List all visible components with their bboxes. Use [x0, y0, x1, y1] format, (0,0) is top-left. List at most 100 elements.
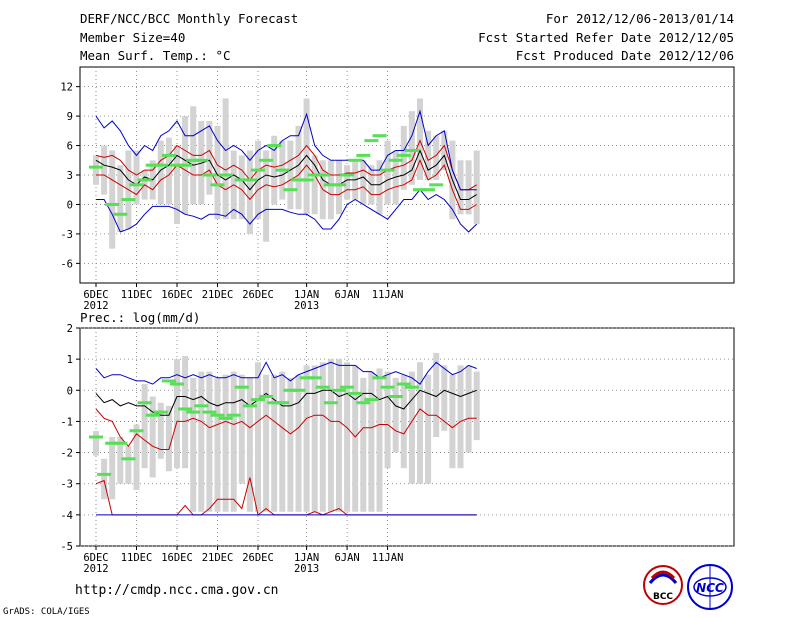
prec-ytick-label: 2	[67, 323, 73, 335]
temp-box-9	[165, 137, 172, 205]
temp-line-inner-upper	[95, 139, 477, 191]
prec-box-16	[222, 374, 229, 512]
temp-median-5	[129, 183, 144, 187]
prec-box-4	[125, 446, 132, 484]
prec-median-23	[275, 401, 290, 405]
temp-xtick-year: 2012	[83, 300, 108, 312]
prec-box-6	[141, 384, 148, 469]
prec-median-9	[161, 379, 176, 383]
temp-median-20	[251, 168, 265, 172]
prec-box-46	[465, 365, 472, 453]
temp-box-39	[408, 111, 415, 185]
temp-box-19	[246, 150, 253, 234]
temp-xtick-label: 26DEC	[242, 289, 274, 301]
temp-median-7	[145, 163, 160, 167]
prec-box-22	[271, 374, 278, 512]
temp-ytick-label: 0	[67, 199, 73, 211]
bcc-logo-text: BCC	[653, 592, 673, 602]
prec-median-32	[348, 391, 363, 395]
prec-xtick-year: 2013	[294, 563, 319, 575]
temp-median-18	[234, 178, 249, 182]
prec-box-21	[263, 374, 270, 512]
temp-xtick-label: 6DEC	[83, 289, 108, 301]
prec-ytick-label: 0	[67, 385, 73, 397]
prec-median-3	[113, 441, 128, 445]
prec-median-4	[121, 457, 136, 461]
bcc-logo: BCC	[643, 565, 683, 605]
temp-median-23	[275, 168, 290, 172]
temp-ytick-label: 3	[67, 170, 73, 182]
temp-box-3	[117, 165, 124, 232]
prec-box-36	[384, 371, 391, 469]
prec-line-inner-upper	[95, 408, 477, 450]
prec-median-0	[89, 435, 103, 439]
prec-plot-frame	[79, 327, 735, 547]
fcst-produced-date: Fcst Produced Date 2012/12/06	[516, 48, 734, 63]
prec-box-9	[165, 405, 172, 472]
temp-median-40	[413, 188, 427, 192]
temp-box-27	[311, 155, 318, 215]
figure-title: DERF/NCC/BCC Monthly Forecast	[80, 11, 298, 26]
temp-box-24	[287, 140, 294, 210]
prec-box-24	[287, 377, 294, 512]
temp-median-25	[291, 178, 306, 182]
temp-box-41	[425, 130, 432, 180]
temp-median-22	[267, 144, 282, 148]
temp-median-37	[388, 158, 403, 162]
prec-xtick-label: 11DEC	[121, 552, 153, 564]
temp-box-22	[271, 135, 278, 205]
temp-xtick-label: 16DEC	[161, 289, 193, 301]
prec-xtick-year: 2012	[83, 563, 108, 575]
temp-box-31	[344, 165, 351, 200]
prec-median-34	[364, 398, 379, 402]
temp-median-10	[170, 163, 184, 167]
temp-box-5	[133, 150, 140, 205]
temp-median-30	[332, 183, 346, 187]
temp-line-outer-upper	[95, 109, 477, 191]
temp-box-16	[222, 98, 229, 220]
temp-median-2	[105, 202, 120, 206]
temp-median-19	[242, 178, 257, 182]
prec-box-15	[214, 377, 221, 512]
temp-box-46	[465, 160, 472, 215]
temp-median-41	[421, 188, 436, 192]
prec-median-30	[332, 388, 346, 392]
prec-ytick-label: -4	[60, 510, 73, 522]
temp-median-15	[210, 183, 225, 187]
prec-box-5	[133, 424, 140, 490]
temp-box-10	[174, 145, 180, 225]
temp-box-40	[417, 98, 423, 180]
prec-box-10	[174, 359, 180, 469]
temp-xtick-year: 2013	[294, 300, 319, 312]
temp-median-33	[356, 153, 371, 157]
prec-box-28	[319, 362, 326, 512]
temp-box-26	[303, 98, 310, 215]
source-url[interactable]: http://cmdp.ncc.cma.gov.cn	[75, 583, 279, 598]
temp-median-28	[315, 173, 330, 177]
member-size: Member Size=40	[80, 30, 185, 45]
temp-box-38	[400, 125, 407, 190]
prec-box-11	[182, 356, 189, 469]
prec-box-45	[457, 365, 464, 469]
prec-xtick-label: 11JAN	[372, 552, 404, 564]
temp-median-32	[348, 158, 363, 162]
temp-box-36	[384, 140, 391, 205]
temp-line-outer-lower	[96, 188, 478, 233]
prec-box-25	[295, 374, 302, 512]
prec-box-0	[93, 430, 99, 456]
prec-box-39	[408, 371, 415, 484]
prec-box-26	[303, 365, 310, 512]
temp-median-3	[113, 212, 128, 216]
temp-box-1	[101, 145, 108, 195]
prec-ytick-label: -1	[60, 416, 73, 428]
temp-median-35	[372, 134, 387, 138]
temp-median-13	[194, 158, 209, 162]
prec-box-19	[246, 377, 253, 512]
prec-box-27	[311, 365, 318, 512]
prec-median-14	[202, 410, 217, 414]
prec-box-43	[441, 365, 448, 431]
temp-box-8	[157, 140, 164, 205]
prec-box-35	[376, 368, 383, 512]
